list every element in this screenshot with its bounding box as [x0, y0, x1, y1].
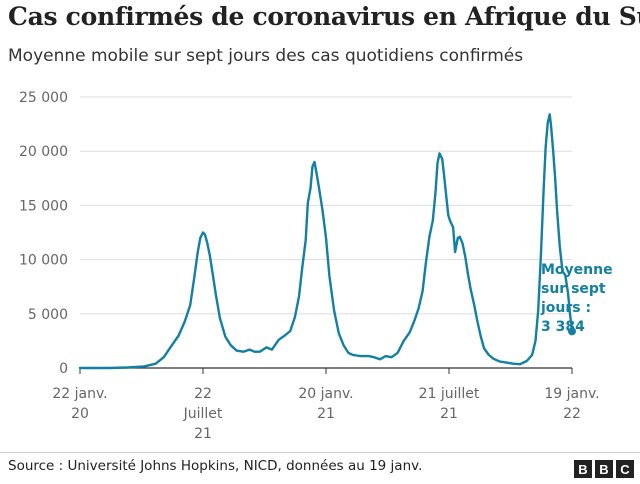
source-note: Source : Université Johns Hopkins, NICD,…	[8, 458, 423, 474]
gridlines	[80, 96, 572, 369]
x-tick-label-4-1: 22	[563, 406, 581, 422]
x-tick-label-2-1: 21	[317, 406, 335, 422]
footer-divider	[0, 452, 640, 453]
x-tick-label-1-0: 22	[194, 386, 212, 402]
y-tick-label-0: 0	[59, 361, 68, 377]
series-layer	[78, 113, 574, 370]
x-tick-label-3-1: 21	[440, 406, 458, 422]
bbc-logo: B B C	[574, 460, 634, 478]
annotation-line-2: jours :	[540, 300, 591, 316]
y-tick-label-4: 20 000	[19, 144, 68, 160]
x-tick-label-0-1: 20	[71, 406, 89, 422]
logo-letter-c: C	[616, 460, 634, 478]
logo-letter-b1: B	[574, 460, 592, 478]
x-tick-label-1-1: Juillet	[183, 406, 223, 422]
annotation-line-0: Moyenne	[541, 262, 613, 278]
y-tick-label-3: 15 000	[19, 198, 68, 214]
annotation-line-3: 3 384	[541, 319, 585, 335]
y-tick-label-2: 10 000	[19, 253, 68, 269]
x-tick-label-1-2: 21	[194, 426, 212, 442]
chart-title: Cas confirmés de coronavirus en Afrique …	[8, 2, 640, 31]
x-tick-label-4-0: 19 janv.	[544, 386, 599, 402]
y-axis-labels: 0 5 000 10 000 15 000 20 000 25 000	[19, 90, 68, 377]
x-tick-label-2-0: 20 janv.	[298, 386, 353, 402]
series-line-cases	[78, 113, 574, 370]
chart-subtitle: Moyenne mobile sur sept jours des cas qu…	[8, 46, 524, 66]
x-tick-label-0-0: 22 janv.	[52, 386, 107, 402]
y-tick-label-5: 25 000	[19, 90, 68, 106]
latest-point-marker	[568, 327, 576, 336]
x-axis-ticks: 22 janv. 20 22 Juillet 21 20 janv. 21 21 juille…	[52, 368, 600, 442]
logo-letter-b2: B	[595, 460, 613, 478]
annotation-line-1: sur sept	[541, 281, 606, 297]
annotation-layer: Moyenne sur sept jours : 3 384	[540, 262, 613, 336]
y-tick-label-1: 5 000	[28, 307, 68, 323]
x-tick-label-3-0: 21 juillet	[419, 386, 480, 402]
